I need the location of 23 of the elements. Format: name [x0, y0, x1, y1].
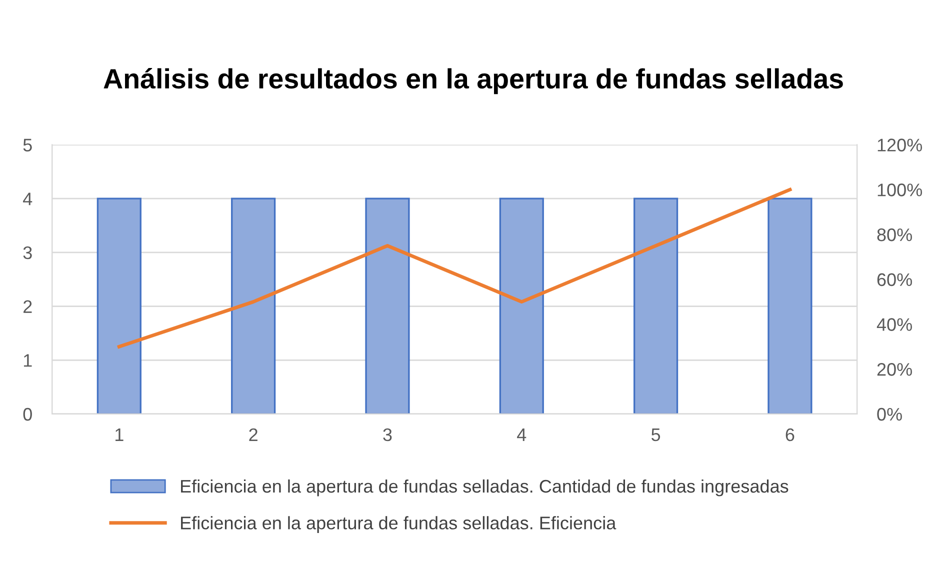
y2-tick-label: 40% [876, 318, 912, 331]
y2-tick-label: 0% [877, 408, 902, 421]
legend-label: Eficiencia en la apertura de fundas selladas. Cantidad de fundas ingresadas [181, 479, 788, 496]
y-tick-label: 0 [23, 408, 32, 421]
y-tick-label: 2 [24, 300, 32, 313]
legend-label: Eficiencia en la apertura de fundas selladas. Eficiencia [181, 516, 616, 533]
x-tick-label: 1 [116, 428, 124, 441]
y2-tick-label: 80% [877, 228, 912, 242]
x-tick-label: 4 [517, 428, 526, 441]
y-tick-label: 1 [24, 354, 32, 367]
chart-title: Análisis de resultados en la apertura de fundas selladas [104, 68, 843, 94]
y-tick-label: 4 [23, 192, 32, 206]
y2-tick-label: 120% [878, 138, 922, 152]
x-tick-label: 3 [383, 428, 392, 442]
y-tick-label: 5 [23, 138, 32, 152]
y2-tick-label: 100% [878, 184, 922, 196]
line-series [117, 188, 792, 348]
x-tick-label: 6 [786, 428, 794, 442]
y2-tick-label: 60% [877, 273, 912, 286]
y2-tick-label: 20% [877, 363, 912, 376]
x-tick-label: 5 [652, 428, 660, 442]
y-tick-label: 3 [23, 246, 32, 260]
x-tick-label: 2 [249, 428, 258, 441]
